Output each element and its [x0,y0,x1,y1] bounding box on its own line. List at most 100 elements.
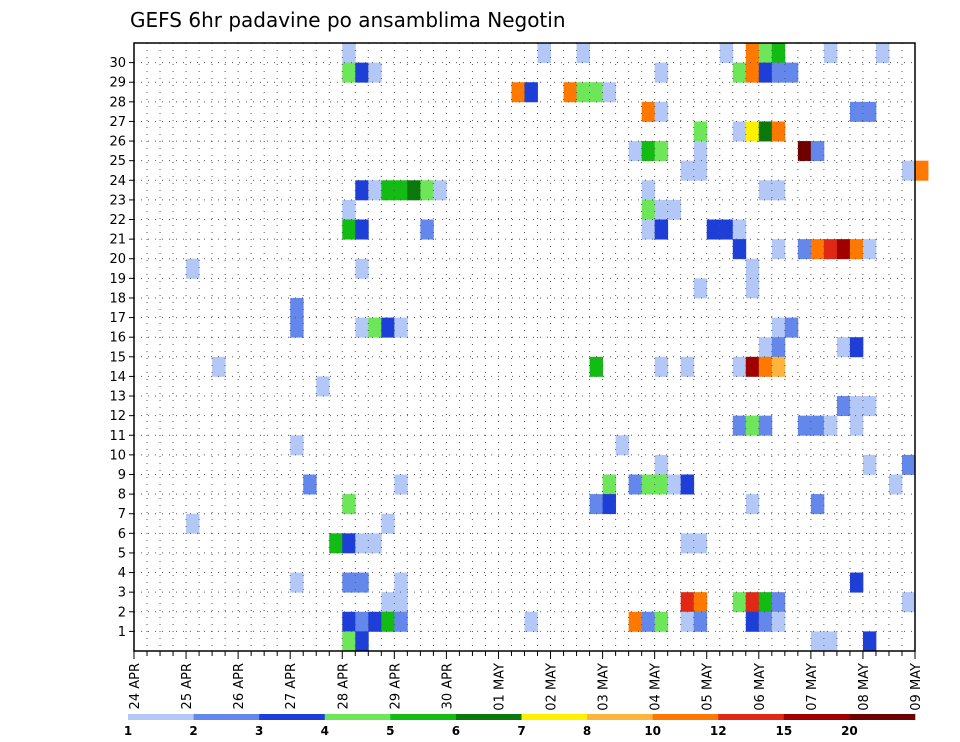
heatmap-cell [758,611,773,632]
y-tick-label: 3 [118,586,126,601]
heatmap-cell [381,513,395,534]
heatmap-cell [641,101,656,122]
heatmap-cell [394,317,408,338]
heatmap-cell [771,62,786,83]
heatmap-cell [654,611,669,632]
heatmap-cell [628,141,643,162]
y-tick-label: 1 [118,625,126,640]
heatmap-cell [680,474,695,495]
heatmap-cell [576,82,590,103]
heatmap-cell [732,219,747,240]
heatmap-cell [901,454,916,475]
heatmap-cell [771,121,786,142]
heatmap-cell [706,219,721,240]
heatmap-cell [394,474,408,495]
heatmap-cell [641,611,656,632]
x-tick-label: 02 MAY [545,663,560,711]
heatmap-cell [745,611,760,632]
heatmap-cell [342,199,356,220]
heatmap-cell [862,454,877,475]
heatmap-cell [758,121,773,142]
heatmap-cell [901,160,916,181]
colorbar-segment [390,714,457,720]
heatmap-cell [836,239,851,260]
heatmap-cell [680,611,695,632]
x-tick-label: 06 MAY [753,663,768,711]
y-tick-label: 16 [109,331,126,346]
heatmap-cell [342,631,356,652]
heatmap-cell [511,82,525,103]
y-tick-label: 14 [109,370,126,385]
heatmap-cell [810,415,825,436]
y-tick-label: 7 [118,507,126,522]
heatmap-cell [420,219,434,240]
heatmap-cell [745,43,760,64]
heatmap-cell [823,43,838,64]
colorbar-segment [783,714,850,720]
y-tick-label: 10 [109,448,126,463]
heatmap-cell [758,62,773,83]
heatmap-cell [732,592,747,613]
heatmap-cell [732,239,747,260]
heatmap-cell [836,396,851,417]
x-axis: 24 APR 25 APR 26 APR 27 APR 28 APR 29 APR 30 A… [128,651,924,711]
heatmap-cell [771,180,786,201]
y-tick-label: 6 [118,527,126,542]
heatmap-cell [381,592,395,613]
heatmap-cell [693,592,708,613]
x-tick-label: 09 MAY [909,663,924,711]
heatmap-cell [368,180,382,201]
heatmap-cell [745,592,760,613]
heatmap-cell [797,141,812,162]
heatmap-cell [771,337,786,358]
y-tick-label: 12 [109,409,126,424]
heatmap-cell [589,82,603,103]
heatmap-cell [381,180,395,201]
heatmap-cell [758,592,773,613]
heatmap-cell [355,180,369,201]
heatmap-cell [641,199,656,220]
heatmap-cell [771,43,786,64]
heatmap-cell [693,611,708,632]
colorbar-tick-label: 5 [386,724,394,738]
x-tick-label: 04 MAY [649,663,664,711]
colorbar-segment [652,714,719,720]
heatmap-cell [771,592,786,613]
heatmap-cell [602,494,617,515]
colorbar-tick-label: 12 [710,724,727,738]
heatmap-cell [693,121,708,142]
y-tick-label: 9 [118,468,126,483]
heatmap-cell [849,572,864,593]
heatmap-cell [342,62,356,83]
heatmap-cell [394,572,408,593]
heatmap-cell [680,356,695,377]
x-tick-label: 05 MAY [701,663,716,711]
heatmap-cell [537,43,551,64]
heatmap-cell [693,278,708,299]
colorbar-segment [718,714,785,720]
heatmap-cell [290,572,304,593]
heatmap-cell [849,101,864,122]
heatmap-cell [654,101,669,122]
heatmap-cell [732,415,747,436]
heatmap-cell [394,180,408,201]
heatmap-cell [732,356,747,377]
x-tick-label: 03 MAY [597,663,612,711]
heatmap-cell [862,631,877,652]
heatmap-cell [771,239,786,260]
heatmap-cell [810,494,825,515]
heatmap-cell [758,43,773,64]
heatmap-cell [602,474,617,495]
colorbar-segment [259,714,326,720]
heatmap-cell [628,611,643,632]
heatmap-cell [732,121,747,142]
y-tick-label: 17 [109,311,126,326]
heatmap-cell [901,592,916,613]
chart-title: GEFS 6hr padavine po ansamblima Negotin [130,8,566,32]
y-tick-label: 20 [109,252,126,267]
heatmap-cell [342,494,356,515]
y-tick-label: 11 [109,429,126,444]
heatmap-cell [797,239,812,260]
heatmap-cells [186,43,929,652]
heatmap-cell [368,533,382,554]
